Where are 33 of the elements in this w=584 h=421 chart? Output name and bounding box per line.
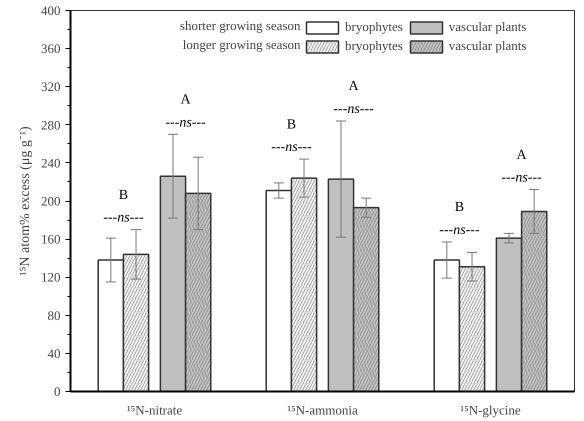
annotation: ---ns--- [103,210,144,226]
annotation: ---ns--- [165,115,206,130]
annotation: B [286,117,296,132]
annotation: B [454,200,464,216]
x-tick-label: ¹⁵N-ammonia [287,402,358,418]
annotation: ---ns--- [333,102,374,118]
y-tick-label: 80 [48,308,60,323]
y-tick-label: 360 [41,41,60,56]
y-tick-label: 320 [41,79,60,94]
y-tick-label: 400 [41,3,60,18]
y-tick-label: 240 [41,155,60,170]
y-axis-title: ¹⁵N atom% excess (μg g⁻¹) [18,126,33,276]
y-tick-label: 200 [41,194,60,208]
legend-label: bryophytes [345,19,403,35]
annotation: A [180,92,192,108]
legend-label: vascular plants [448,19,526,35]
annotation: ---ns--- [271,140,312,156]
y-tick-label: 40 [48,346,60,361]
y-tick-label: 280 [41,117,60,132]
y-tick-label: 160 [41,232,60,247]
annotation: ---ns--- [439,223,480,238]
x-tick-label: ¹⁵N-nitrate [126,402,182,418]
x-tick-label: ¹⁵N-glycine [460,402,521,418]
y-tick-label: 120 [41,270,60,285]
y-tick-label: 0 [54,384,60,399]
annotation: A [348,79,360,94]
legend-label: bryophytes [345,38,403,54]
annotation: A [516,148,528,163]
annotation: longer growing season [182,37,301,52]
legend-label: vascular plants [448,38,526,54]
annotation: shorter growing season [180,18,301,33]
annotation: B [118,188,128,203]
annotation: ---ns--- [501,170,542,186]
